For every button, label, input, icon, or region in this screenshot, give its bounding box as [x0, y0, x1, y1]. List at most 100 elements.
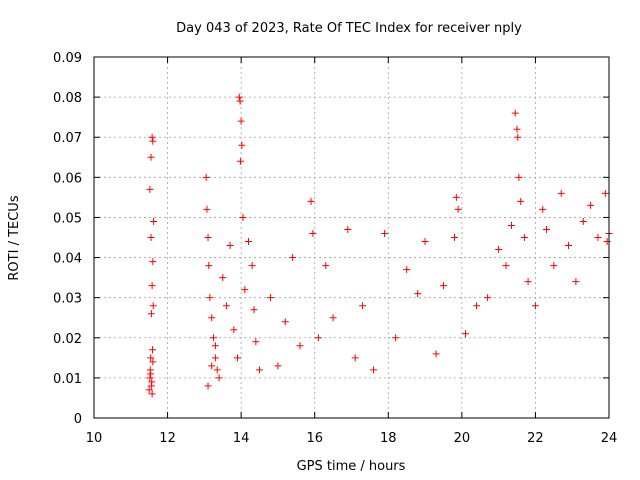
data-point	[146, 185, 154, 193]
data-point	[289, 254, 297, 262]
data-point	[508, 221, 516, 229]
y-tick-label: 0.03	[53, 292, 82, 307]
data-point	[204, 382, 212, 390]
x-tick-label: 18	[380, 431, 397, 446]
data-point	[210, 334, 218, 342]
x-tick-label: 14	[233, 431, 250, 446]
data-point	[322, 262, 330, 270]
data-point	[403, 266, 411, 274]
data-point	[149, 258, 157, 266]
data-point	[329, 314, 337, 322]
y-axis-label: ROTI / TECUs	[7, 195, 22, 280]
data-point	[274, 362, 282, 370]
data-point	[211, 342, 219, 350]
data-point	[252, 338, 260, 346]
data-point	[235, 93, 243, 101]
data-point	[550, 262, 558, 270]
data-point	[208, 314, 216, 322]
y-tick-label: 0	[74, 412, 82, 427]
data-point	[202, 173, 210, 181]
data-point	[149, 358, 157, 366]
data-point	[230, 326, 238, 334]
data-point	[245, 238, 252, 246]
data-point	[233, 354, 241, 362]
data-point	[236, 97, 244, 105]
data-point	[520, 234, 528, 241]
data-point	[248, 262, 256, 270]
data-point	[351, 354, 359, 362]
data-point	[370, 366, 378, 374]
data-point	[149, 302, 157, 310]
x-tick-label: 24	[601, 431, 618, 446]
data-point	[236, 157, 244, 165]
data-point	[557, 189, 565, 197]
data-point	[344, 225, 352, 233]
data-point	[484, 294, 492, 302]
x-tick-label: 12	[159, 431, 176, 446]
data-point	[309, 229, 317, 237]
data-point	[462, 330, 470, 338]
data-point	[502, 262, 510, 270]
data-point	[147, 370, 155, 378]
data-point	[439, 282, 447, 290]
data-point	[359, 302, 367, 310]
y-tick-label: 0.07	[53, 131, 82, 146]
x-tick-label: 22	[527, 431, 544, 446]
data-point	[454, 205, 462, 213]
data-point	[392, 334, 400, 342]
data-point	[421, 238, 429, 246]
data-point	[473, 302, 481, 310]
data-point	[208, 362, 216, 370]
data-point	[381, 229, 389, 237]
y-tick-label: 0.02	[53, 332, 82, 347]
data-points	[145, 93, 613, 398]
data-point	[414, 290, 422, 298]
y-tick-label: 0.08	[53, 91, 82, 106]
data-point	[603, 238, 611, 246]
data-point	[237, 117, 245, 125]
data-point	[147, 354, 155, 362]
data-point	[314, 334, 322, 342]
data-point	[147, 234, 155, 241]
data-point	[513, 125, 521, 133]
data-point	[147, 382, 155, 390]
x-axis-label: GPS time / hours	[297, 459, 406, 474]
y-tick-label: 0.09	[53, 51, 82, 66]
data-point	[256, 366, 264, 374]
data-point	[594, 234, 602, 241]
axis-ticks: 10 12 14 16 18 20 22 24 0 0.01 0.02 0.03 0.04 0.05 0.0…	[53, 51, 617, 446]
data-point	[495, 246, 503, 254]
data-point	[149, 137, 157, 145]
data-point	[587, 201, 595, 209]
data-point	[146, 374, 154, 382]
data-point	[148, 133, 156, 141]
data-point	[539, 205, 547, 213]
data-point	[147, 310, 155, 318]
x-tick-label: 16	[306, 431, 323, 446]
data-point	[148, 390, 156, 398]
data-point	[145, 386, 153, 394]
data-point	[241, 286, 249, 294]
data-point	[215, 374, 223, 382]
data-point	[226, 242, 234, 250]
data-point	[219, 274, 227, 282]
data-point	[307, 197, 315, 205]
data-point	[213, 366, 221, 374]
data-point	[565, 242, 573, 250]
data-point	[147, 153, 155, 161]
chart-title: Day 043 of 2023, Rate Of TEC Index for r…	[176, 21, 522, 36]
data-point	[239, 213, 247, 221]
x-tick-label: 10	[86, 431, 103, 446]
data-point	[148, 282, 156, 290]
plot-frame	[93, 56, 610, 419]
y-tick-label: 0.05	[53, 211, 82, 226]
data-point	[531, 302, 539, 310]
data-point	[511, 109, 519, 117]
data-point	[205, 262, 213, 270]
data-point	[211, 354, 219, 362]
data-point	[542, 225, 550, 233]
data-point	[222, 302, 230, 310]
data-point	[432, 350, 440, 358]
data-point	[517, 197, 525, 205]
data-point	[572, 278, 580, 286]
